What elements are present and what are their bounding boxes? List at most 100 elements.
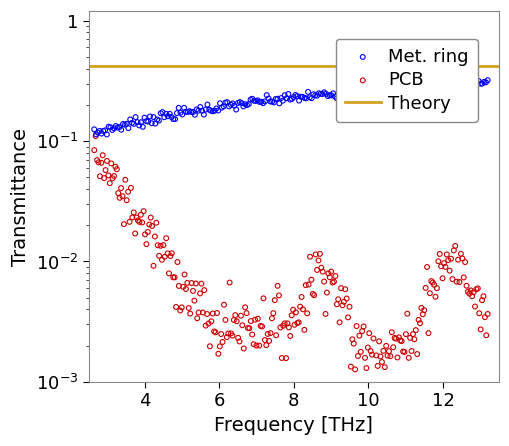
Met. ring xyxy=(461,78,469,85)
Met. ring xyxy=(200,111,208,118)
Met. ring xyxy=(276,95,285,102)
Met. ring xyxy=(174,104,182,112)
Met. ring xyxy=(397,84,405,91)
Met. ring xyxy=(117,126,125,133)
Met. ring xyxy=(372,84,380,91)
PCB xyxy=(353,352,361,359)
Met. ring xyxy=(440,76,448,83)
Met. ring xyxy=(95,128,103,135)
PCB xyxy=(243,324,251,331)
PCB xyxy=(355,332,363,339)
Met. ring xyxy=(124,124,132,132)
PCB xyxy=(404,354,412,361)
PCB xyxy=(107,160,115,167)
Met. ring xyxy=(228,100,236,107)
Met. ring xyxy=(121,121,129,128)
PCB xyxy=(121,176,129,183)
Met. ring xyxy=(388,87,396,94)
Met. ring xyxy=(352,89,360,96)
PCB xyxy=(411,326,419,334)
Met. ring xyxy=(310,92,319,99)
PCB xyxy=(139,207,148,215)
Met. ring xyxy=(205,106,213,113)
PCB xyxy=(414,316,422,323)
PCB xyxy=(104,172,112,179)
PCB xyxy=(453,256,461,263)
Met. ring xyxy=(422,87,430,95)
PCB xyxy=(361,364,370,372)
Met. ring xyxy=(119,120,127,128)
Met. ring xyxy=(411,82,419,89)
Met. ring xyxy=(163,112,172,120)
PCB xyxy=(421,284,429,291)
PCB xyxy=(438,275,446,282)
PCB xyxy=(434,258,442,265)
PCB xyxy=(207,318,215,325)
PCB xyxy=(309,292,318,299)
Met. ring xyxy=(355,89,363,96)
Met. ring xyxy=(375,83,383,91)
PCB xyxy=(442,251,450,258)
PCB xyxy=(455,278,463,285)
Met. ring xyxy=(382,90,390,97)
PCB xyxy=(241,304,249,311)
PCB xyxy=(260,336,268,343)
Met. ring xyxy=(350,90,358,97)
PCB xyxy=(289,306,297,313)
PCB xyxy=(100,174,108,182)
PCB xyxy=(278,322,287,329)
Met. ring xyxy=(284,91,292,98)
PCB xyxy=(459,274,467,281)
PCB xyxy=(212,310,220,317)
Met. ring xyxy=(257,98,265,105)
Met. ring xyxy=(224,103,233,110)
PCB xyxy=(281,355,290,362)
PCB xyxy=(407,347,415,355)
Met. ring xyxy=(345,90,353,97)
PCB xyxy=(214,350,222,357)
PCB xyxy=(307,276,315,283)
PCB xyxy=(172,303,180,310)
PCB xyxy=(318,268,326,275)
PCB xyxy=(284,324,292,331)
PCB xyxy=(462,282,470,289)
Met. ring xyxy=(148,120,156,127)
PCB xyxy=(108,175,117,182)
PCB xyxy=(313,266,321,273)
PCB xyxy=(470,303,478,310)
Met. ring xyxy=(244,100,252,107)
PCB xyxy=(110,173,118,180)
Met. ring xyxy=(90,126,98,133)
PCB xyxy=(385,353,393,360)
PCB xyxy=(447,276,456,283)
PCB xyxy=(224,330,232,337)
PCB xyxy=(321,310,329,318)
Met. ring xyxy=(445,78,453,85)
PCB xyxy=(134,217,142,224)
PCB xyxy=(394,334,402,341)
X-axis label: Frequency [THz]: Frequency [THz] xyxy=(214,416,373,435)
PCB xyxy=(363,344,371,351)
Met. ring xyxy=(307,95,315,102)
PCB xyxy=(352,322,360,330)
Met. ring xyxy=(221,99,229,106)
PCB xyxy=(477,297,485,304)
PCB xyxy=(478,293,487,300)
PCB xyxy=(217,330,225,338)
Met. ring xyxy=(242,101,250,108)
PCB xyxy=(415,320,423,327)
Met. ring xyxy=(165,110,174,117)
Met. ring xyxy=(413,84,421,91)
PCB xyxy=(469,289,477,296)
PCB xyxy=(265,337,273,344)
Met. ring xyxy=(167,113,175,120)
PCB xyxy=(298,306,306,313)
PCB xyxy=(118,193,126,200)
Met. ring xyxy=(354,90,362,97)
Met. ring xyxy=(269,99,277,106)
PCB xyxy=(144,228,152,235)
PCB xyxy=(177,304,185,311)
PCB xyxy=(451,278,460,285)
PCB xyxy=(266,330,274,337)
PCB xyxy=(369,335,377,342)
